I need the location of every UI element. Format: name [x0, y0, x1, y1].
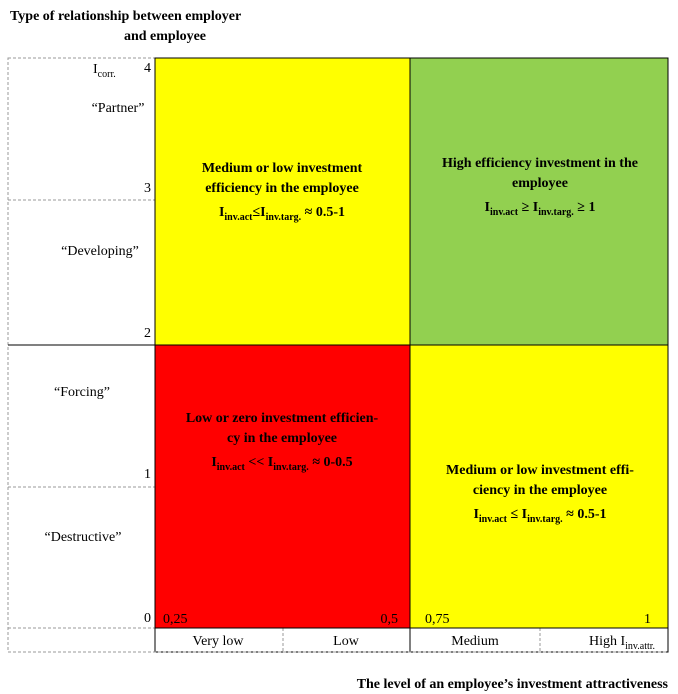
rich-text: Medium: [451, 634, 499, 649]
subscript: inv.targ.: [266, 212, 302, 223]
y-level: “Destructive”: [45, 530, 122, 545]
rich-text: Very low: [193, 634, 245, 649]
text-run: Low: [333, 634, 360, 649]
rich-text: Icorr.: [93, 62, 116, 80]
quadrant-text: employee: [512, 176, 568, 191]
quadrant-text: Low or zero investment efficien-: [186, 411, 379, 426]
text-run: ≥ 1: [574, 200, 596, 215]
subscript: inv.targ.: [527, 514, 563, 525]
text-run: High I: [589, 634, 626, 649]
quadrant-text: ciency in the employee: [473, 483, 607, 498]
subscript: inv.act: [479, 514, 508, 525]
text-run: I: [211, 455, 216, 470]
left-frame: [7, 57, 156, 653]
rich-text: Iinv.act ≤ Iinv.targ. ≈ 0.5-1: [473, 507, 606, 525]
quadrant-text: Medium or low investment: [202, 161, 363, 176]
x-scale: 0,75: [425, 612, 450, 627]
rich-text: Low: [333, 634, 360, 649]
subscript: inv.targ.: [538, 207, 574, 218]
y-scale: 3: [144, 181, 151, 196]
text-run: I: [485, 200, 490, 215]
rich-text: Iinv.act << Iinv.targ. ≈ 0-0.5: [211, 455, 352, 473]
subscript: corr.: [98, 69, 116, 80]
text-run: Medium: [451, 634, 499, 649]
text-run: ≈ 0.5-1: [563, 507, 607, 522]
y-level: “Forcing”: [54, 385, 110, 400]
text-run: I: [93, 62, 98, 77]
text-run: ≤I: [252, 205, 265, 220]
y-scale: 1: [144, 467, 151, 482]
quadrant-text: Medium or low investment effi-: [446, 463, 634, 478]
y-scale: 0: [144, 611, 151, 626]
subscript: inv.attr.: [625, 641, 655, 652]
subscript: inv.act: [490, 207, 519, 218]
text-run: << I: [245, 455, 273, 470]
y-level: “Developing”: [61, 244, 139, 259]
subscript: inv.act: [217, 462, 246, 473]
x-title: The level of an employee’s investment at…: [357, 677, 669, 692]
quadrant: [409, 344, 669, 629]
text-run: ≤ I: [507, 507, 527, 522]
quadrant: [409, 57, 669, 346]
rich-text: Iinv.act ≥ Iinv.targ. ≥ 1: [485, 200, 596, 218]
x-scale: 1: [644, 612, 651, 627]
text-run: Very low: [193, 634, 245, 649]
text-run: I: [473, 507, 478, 522]
text-run: ≈ 0.5-1: [301, 205, 345, 220]
title: Type of relationship between employer: [10, 9, 241, 24]
x-scale: 0,25: [163, 612, 188, 627]
rich-text: High Iinv.attr.: [589, 634, 655, 652]
text-run: ≥ I: [518, 200, 538, 215]
x-scale: 0,5: [381, 612, 399, 627]
subscript: inv.targ.: [273, 462, 309, 473]
quadrant-text: efficiency in the employee: [205, 181, 359, 196]
quadrant-text: High efficiency investment in the: [442, 156, 638, 171]
text-run: I: [219, 205, 224, 220]
rich-text: Iinv.act≤Iinv.targ. ≈ 0.5-1: [219, 205, 345, 223]
quadrant-text: cy in the employee: [227, 431, 337, 446]
text-run: ≈ 0-0.5: [309, 455, 353, 470]
y-level: “Partner”: [92, 101, 145, 116]
y-scale: 4: [144, 61, 151, 76]
quadrant: [154, 57, 411, 346]
quadrant: [154, 344, 411, 629]
y-scale: 2: [144, 326, 151, 341]
title: and employee: [124, 29, 206, 44]
subscript: inv.act: [224, 212, 253, 223]
